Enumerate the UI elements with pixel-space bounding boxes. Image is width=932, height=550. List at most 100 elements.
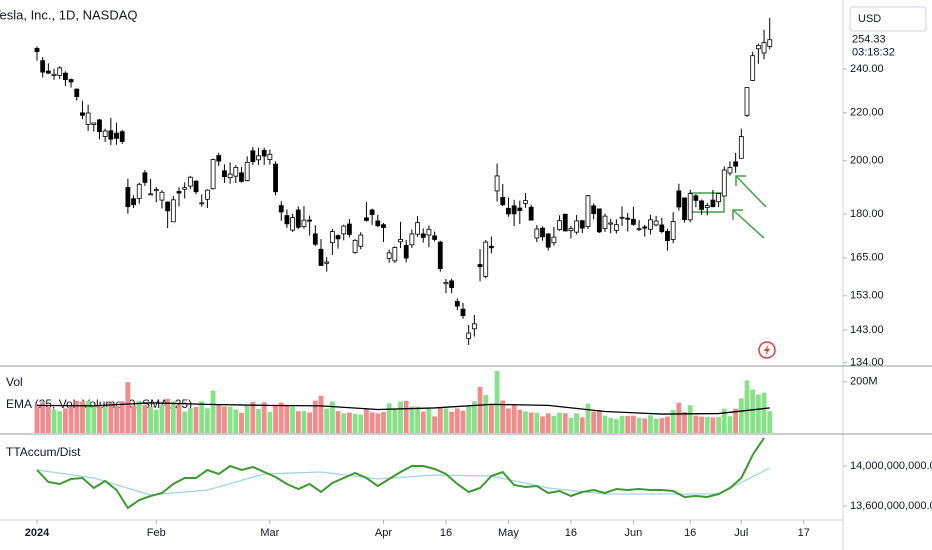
candle-body <box>148 193 154 196</box>
y-tick-label: 200.00 <box>850 155 884 167</box>
candle-body <box>682 197 687 220</box>
volume-bar <box>761 392 767 433</box>
candle-body <box>551 236 557 244</box>
volume-bar <box>665 416 670 433</box>
volume-bar <box>602 415 608 433</box>
x-tick-label: 16 <box>684 527 696 539</box>
candle-body <box>665 230 670 242</box>
candle-body <box>755 44 761 50</box>
candle-body <box>290 217 296 231</box>
volume-bar <box>687 405 693 433</box>
candle-body <box>596 208 602 233</box>
volume-bar <box>591 411 597 433</box>
candle-body <box>216 155 222 162</box>
candle-body <box>165 201 171 212</box>
candle-body <box>432 235 438 240</box>
x-tick-label: 17 <box>798 527 810 539</box>
volume-bar <box>136 401 142 433</box>
volume-bar <box>636 417 642 433</box>
volume-bar <box>426 408 432 433</box>
candle-body <box>91 122 97 126</box>
volume-bar <box>244 404 250 433</box>
currency-label[interactable]: USD <box>858 13 881 25</box>
volume-bar <box>767 411 773 433</box>
candle-body <box>278 205 284 213</box>
candle-body <box>744 87 750 116</box>
x-tick-label: Feb <box>147 527 166 539</box>
candle-body <box>579 220 585 229</box>
volume-tick-label: 200M <box>850 376 878 388</box>
volume-bar <box>324 408 330 433</box>
candle-body <box>346 223 352 235</box>
volume-bar <box>273 405 278 433</box>
candle-body <box>608 222 614 225</box>
volume-bar <box>528 412 534 433</box>
volume-bar <box>233 409 239 433</box>
volume-bar <box>750 389 756 433</box>
candle-body <box>386 252 392 259</box>
volume-bar <box>471 401 477 433</box>
volume-bar <box>125 382 131 433</box>
candle-body <box>591 205 597 215</box>
candle-body <box>375 220 381 227</box>
volume-bar <box>619 415 625 433</box>
volume-bar <box>341 413 347 433</box>
volume-bar <box>205 408 210 433</box>
candle-body <box>136 183 142 199</box>
candle-body <box>761 42 767 54</box>
volume-bar <box>631 415 636 433</box>
volume-bar <box>153 409 159 433</box>
candle-body <box>227 173 233 179</box>
candle-body <box>204 189 210 200</box>
volume-bar <box>57 411 63 433</box>
volume-bar <box>40 402 46 433</box>
candle-body <box>420 233 426 238</box>
candle-body <box>506 207 511 215</box>
candle-body <box>721 169 727 197</box>
candle-body <box>466 332 472 339</box>
candle-body <box>324 261 330 264</box>
candle-body <box>625 217 631 220</box>
alert-bolt[interactable] <box>764 344 770 356</box>
candle-body <box>68 79 74 83</box>
candle-body <box>335 235 341 240</box>
y-tick-label: 165.00 <box>850 252 884 264</box>
annotation-arrowhead <box>735 175 746 186</box>
volume-bar <box>176 404 182 433</box>
candle-body <box>295 209 301 228</box>
volume-bar <box>733 408 739 433</box>
volume-bar <box>489 405 494 433</box>
candle-body <box>471 323 477 330</box>
volume-bar <box>102 406 108 433</box>
volume-bar <box>596 409 602 433</box>
x-tick-label: Jun <box>625 527 643 539</box>
candle-body <box>557 220 562 230</box>
candle-body <box>534 228 540 239</box>
volume-bar <box>170 401 176 433</box>
volume-bar <box>91 406 97 433</box>
candle-body <box>114 132 119 139</box>
volume-bar <box>392 408 398 433</box>
candle-body <box>125 187 131 208</box>
currency-button[interactable] <box>849 6 927 32</box>
candle-body <box>284 215 290 225</box>
volume-bar <box>460 410 466 433</box>
candle-body <box>716 193 721 203</box>
candle-body <box>341 225 347 235</box>
volume-bar <box>307 412 313 433</box>
candle-body <box>398 239 403 243</box>
candle-body <box>545 233 551 248</box>
candle-body <box>699 200 704 210</box>
candle-body <box>57 67 63 76</box>
alert-icon[interactable] <box>758 341 776 359</box>
candle-body <box>631 218 636 225</box>
volume-bar <box>648 415 653 433</box>
candle-body <box>500 196 506 206</box>
volume-bar <box>653 418 659 433</box>
volume-bar <box>239 412 244 433</box>
volume-bar <box>74 400 80 433</box>
volume-bar <box>466 405 472 433</box>
volume-bar <box>744 380 750 433</box>
volume-bar <box>182 411 188 433</box>
